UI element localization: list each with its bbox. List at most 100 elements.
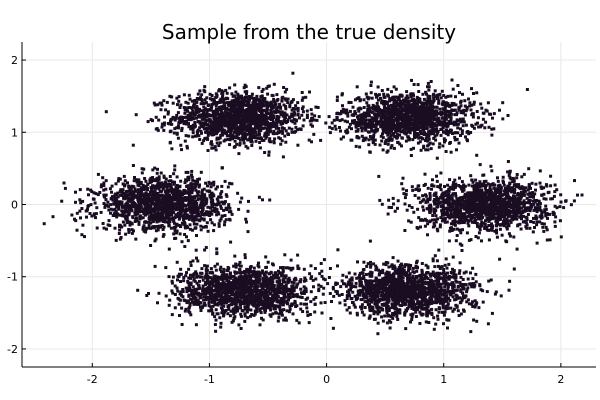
scatter-point [555, 188, 559, 192]
scatter-point [219, 195, 223, 199]
scatter-point [251, 109, 254, 113]
scatter-point [95, 226, 99, 230]
scatter-point [244, 144, 248, 148]
scatter-point [146, 182, 150, 186]
scatter-point [188, 97, 192, 101]
scatter-point [207, 103, 211, 107]
scatter-point [470, 87, 473, 91]
scatter-point [237, 121, 240, 125]
scatter-point [429, 125, 433, 129]
scatter-point [235, 142, 239, 146]
scatter-point [253, 98, 257, 102]
scatter-point [409, 95, 413, 99]
scatter-point [232, 122, 236, 126]
scatter-point [446, 94, 450, 98]
scatter-point [441, 120, 445, 124]
scatter-point [231, 133, 235, 137]
scatter-point [87, 204, 91, 207]
scatter-point [204, 121, 208, 125]
scatter-point [190, 99, 194, 103]
scatter-point [333, 124, 337, 128]
scatter-point [515, 217, 519, 221]
scatter-point [453, 113, 457, 117]
scatter-point [169, 210, 173, 214]
scatter-point [160, 103, 164, 107]
scatter-point [443, 216, 447, 220]
scatter-point [159, 213, 163, 217]
scatter-point [119, 236, 123, 239]
scatter-point [105, 227, 108, 231]
scatter-point [272, 132, 276, 136]
scatter-point [266, 127, 269, 131]
scatter-point [406, 99, 410, 103]
scatter-point [469, 238, 473, 242]
scatter-point [504, 219, 508, 223]
scatter-point [375, 118, 379, 122]
scatter-point [235, 107, 239, 111]
scatter-point [380, 99, 384, 103]
scatter-point [493, 187, 497, 191]
scatter-point [259, 124, 263, 128]
scatter-point [222, 113, 226, 117]
scatter-point [123, 179, 127, 183]
scatter-point [441, 144, 445, 148]
scatter-point [379, 117, 383, 121]
scatter-point [472, 126, 476, 130]
scatter-point [134, 195, 138, 199]
scatter-point [378, 108, 382, 111]
scatter-point [396, 140, 400, 144]
scatter-point [363, 121, 367, 125]
scatter-point [284, 129, 288, 133]
scatter-point [450, 103, 454, 107]
scatter-point [241, 118, 244, 122]
scatter-point [356, 136, 360, 140]
scatter-point [492, 127, 496, 131]
scatter-point [381, 136, 385, 140]
scatter-point [242, 102, 246, 106]
scatter-point [167, 184, 171, 188]
scatter-point [449, 211, 453, 215]
scatter-point [424, 108, 428, 112]
scatter-point [250, 92, 254, 96]
scatter-point [340, 93, 344, 97]
scatter-point [257, 126, 261, 130]
scatter-point [127, 203, 131, 207]
scatter-point [118, 228, 122, 232]
scatter-point [251, 127, 255, 131]
scatter-point [187, 134, 191, 138]
scatter-point [149, 179, 153, 182]
scatter-point [296, 106, 300, 110]
scatter-point [156, 228, 160, 232]
scatter-point [502, 189, 506, 193]
scatter-point [425, 104, 429, 108]
scatter-point [259, 126, 263, 130]
scatter-point [535, 208, 538, 212]
scatter-point [180, 203, 184, 207]
scatter-point [411, 126, 415, 130]
scatter-point [431, 105, 435, 109]
scatter-point [229, 103, 233, 107]
scatter-point [496, 179, 500, 183]
scatter-point [217, 112, 221, 116]
scatter-point [193, 206, 197, 210]
scatter-point [255, 94, 259, 98]
scatter-point [120, 194, 124, 197]
scatter-point [332, 118, 336, 122]
scatter-point [93, 201, 97, 205]
scatter-point [111, 198, 115, 202]
scatter-point [263, 151, 267, 154]
scatter-point [246, 102, 250, 106]
scatter-point [168, 141, 172, 145]
scatter-point [224, 119, 228, 123]
scatter-point [157, 207, 161, 211]
scatter-point [245, 108, 249, 111]
scatter-point [336, 111, 339, 115]
scatter-point [199, 228, 203, 232]
scatter-point [242, 86, 246, 90]
scatter-point [213, 208, 217, 212]
scatter-point [387, 205, 391, 209]
scatter-point [127, 199, 131, 203]
scatter-point [290, 130, 294, 134]
scatter-point [224, 218, 228, 222]
scatter-point [190, 218, 194, 222]
